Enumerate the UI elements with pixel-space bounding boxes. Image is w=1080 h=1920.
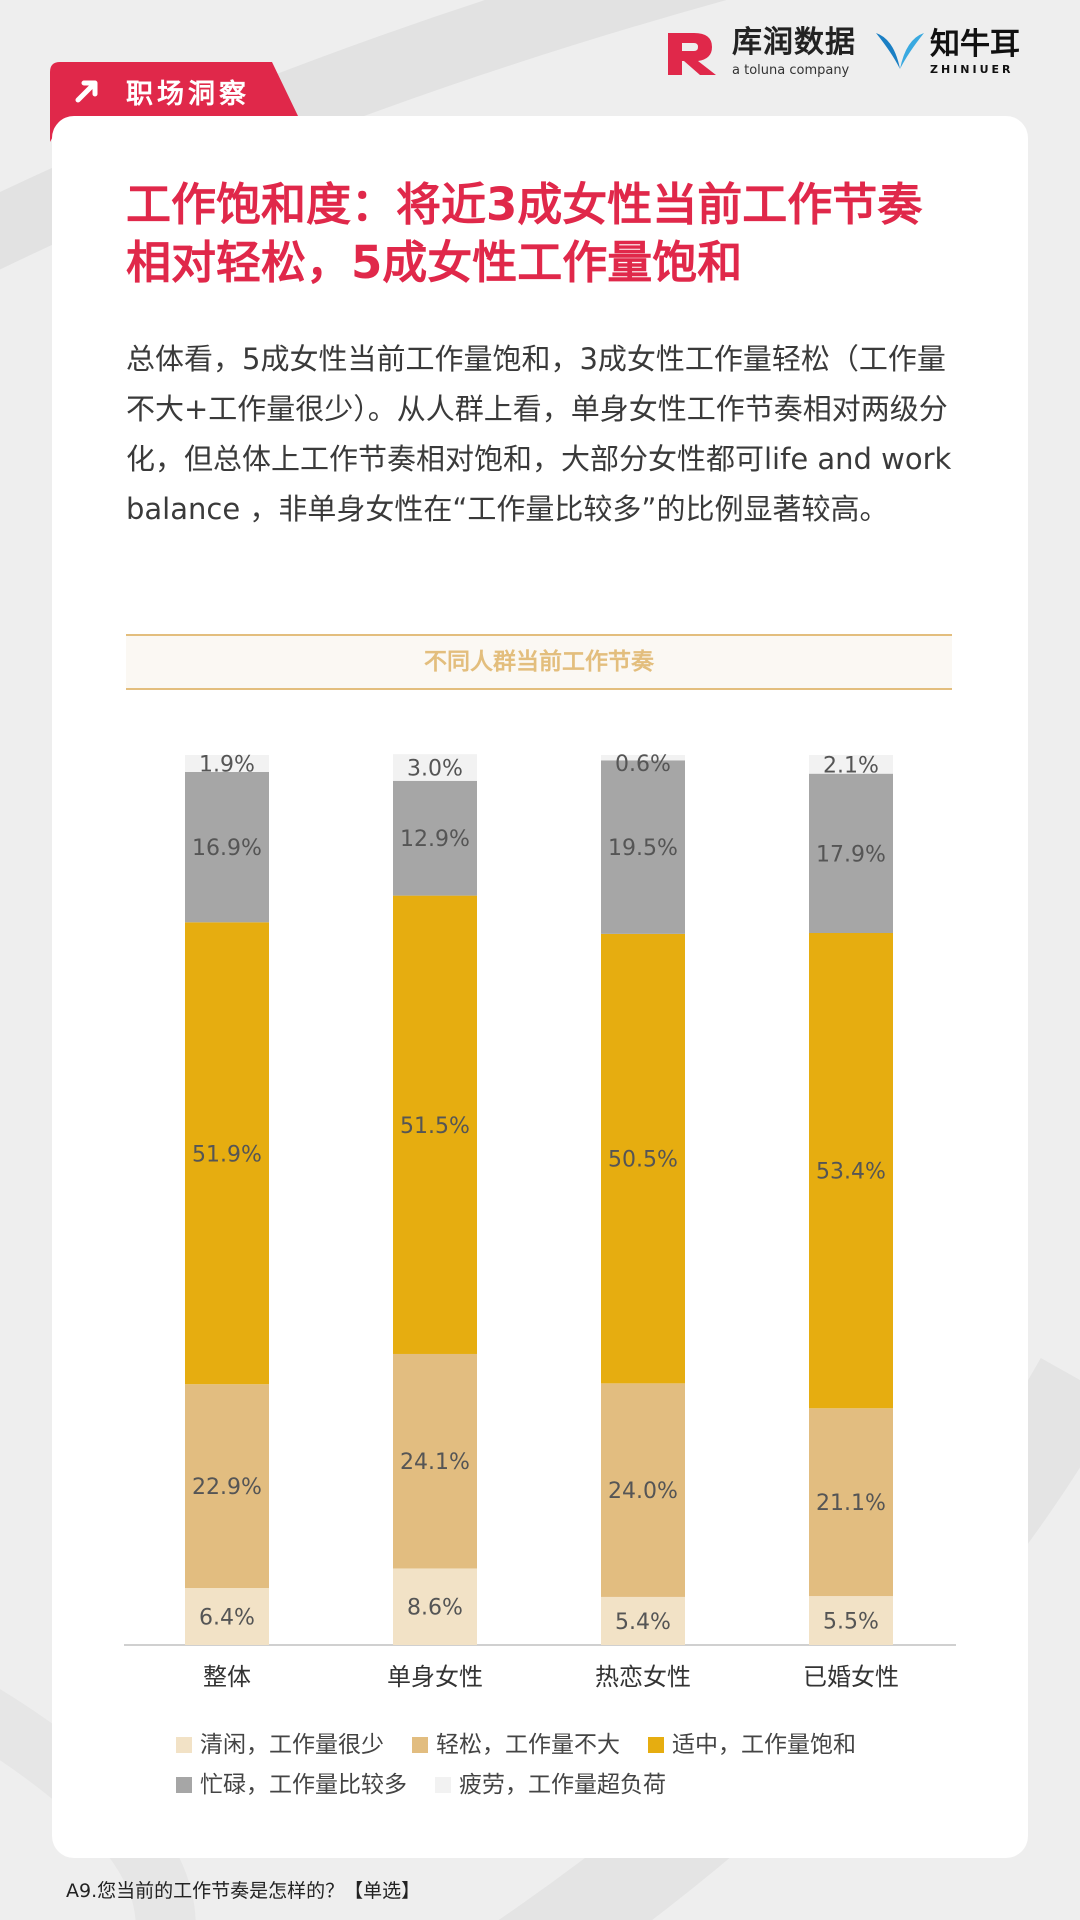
bar-segment-2-1 xyxy=(601,1383,685,1597)
data-label-0-0: 6.4% xyxy=(199,1606,255,1631)
legend-item-1: 轻松，工作量不大 xyxy=(412,1730,620,1760)
summary-paragraph: 总体看，5成女性当前工作量饱和，3成女性工作量轻松（工作量不大+工作量很少）。从… xyxy=(126,342,952,526)
data-label-2-1: 24.0% xyxy=(608,1479,678,1504)
bar-segment-1-2 xyxy=(393,895,477,1354)
data-label-3-3: 17.9% xyxy=(816,842,886,867)
bar-segment-3-4 xyxy=(809,755,893,774)
legend-swatch-0 xyxy=(176,1737,192,1753)
section-tag: 职场洞察 xyxy=(50,62,298,142)
kurun-r-icon xyxy=(668,32,716,75)
data-label-1-0: 8.6% xyxy=(407,1596,463,1621)
stacked-bar-chart: 6.4% 22.9% 51.9% 16.9% 1.9% 整体 8.6% 24.1% 51.5% 1… xyxy=(124,752,956,1691)
bar-segment-3-3 xyxy=(809,773,893,933)
data-label-2-2: 50.5% xyxy=(608,1148,678,1173)
bar-segment-2-0 xyxy=(601,1596,685,1645)
legend-row-1: 忙碌，工作量比较多 疲劳，工作量超负荷 xyxy=(176,1770,936,1800)
zhiniu-name: 知牛耳 xyxy=(930,27,1020,62)
legend-row-0: 清闲，工作量很少 轻松，工作量不大 适中，工作量饱和 xyxy=(176,1730,936,1760)
category-label-1: 单身女性 xyxy=(387,1663,483,1691)
legend-item-4: 疲劳，工作量超负荷 xyxy=(435,1770,666,1800)
legend-swatch-2 xyxy=(648,1737,664,1753)
data-label-3-2: 53.4% xyxy=(816,1160,886,1185)
data-label-1-3: 12.9% xyxy=(400,827,470,852)
legend-label-1: 轻松，工作量不大 xyxy=(436,1732,620,1758)
legend-item-0: 清闲，工作量很少 xyxy=(176,1730,384,1760)
data-label-0-3: 16.9% xyxy=(192,836,262,861)
bar-segment-1-4 xyxy=(393,754,477,781)
legend-item-2: 适中，工作量饱和 xyxy=(648,1730,856,1760)
chart-legend: 清闲，工作量很少 轻松，工作量不大 适中，工作量饱和忙碌，工作量比较多 疲劳，工作量超… xyxy=(176,1730,936,1810)
page-title: 工作饱和度：将近3成女性当前工作节奏相对轻松，5成女性工作量饱和 xyxy=(126,178,923,289)
bar-segment-3-2 xyxy=(809,933,893,1409)
bar-segment-1-3 xyxy=(393,780,477,896)
bar-segment-2-3 xyxy=(601,760,685,934)
data-label-2-4: 0.6% xyxy=(615,752,671,777)
bar-segment-2-2 xyxy=(601,933,685,1384)
tag-label: 职场洞察 xyxy=(126,79,250,110)
bar-segment-3-1 xyxy=(809,1408,893,1597)
bar-segment-1-0 xyxy=(393,1568,477,1645)
bar-segment-0-1 xyxy=(185,1384,269,1589)
tag-shape xyxy=(50,62,298,142)
zhiniu-tagline: ZHINIUER xyxy=(930,63,1014,76)
data-label-1-1: 24.1% xyxy=(400,1450,470,1475)
bar-segment-0-2 xyxy=(185,922,269,1385)
legend-swatch-4 xyxy=(435,1777,451,1793)
legend-label-4: 疲劳，工作量超负荷 xyxy=(459,1772,666,1798)
kurun-name: 库润数据 xyxy=(732,25,856,60)
data-label-0-2: 51.9% xyxy=(192,1142,262,1167)
bar-segment-0-0 xyxy=(185,1588,269,1645)
data-label-1-4: 3.0% xyxy=(407,756,463,781)
legend-label-2: 适中，工作量饱和 xyxy=(672,1732,856,1758)
category-label-2: 热恋女性 xyxy=(595,1663,691,1691)
bar-segment-0-4 xyxy=(185,755,269,772)
legend-item-3: 忙碌，工作量比较多 xyxy=(176,1770,407,1800)
kurun-tagline: a toluna company xyxy=(732,63,850,78)
category-label-3: 已婚女性 xyxy=(803,1663,899,1691)
data-label-3-4: 2.1% xyxy=(823,753,879,778)
legend-swatch-3 xyxy=(176,1777,192,1793)
legend-label-0: 清闲，工作量很少 xyxy=(200,1732,384,1758)
data-label-0-1: 22.9% xyxy=(192,1475,262,1500)
brand-logos: 库润数据 a toluna company 知牛耳 ZHINIUER xyxy=(664,28,1020,77)
question-footnote: A9.您当前的工作节奏是怎样的？【单选】 xyxy=(66,1880,421,1902)
legend-label-3: 忙碌，工作量比较多 xyxy=(200,1772,407,1798)
chart-title: 不同人群当前工作节奏 xyxy=(126,634,952,690)
bar-segment-1-1 xyxy=(393,1353,477,1569)
bar-segment-0-3 xyxy=(185,771,269,923)
bar-segment-3-0 xyxy=(809,1596,893,1645)
bar-segment-2-4 xyxy=(601,755,685,761)
data-label-1-2: 51.5% xyxy=(400,1114,470,1139)
data-label-3-0: 5.5% xyxy=(823,1610,879,1635)
data-label-0-4: 1.9% xyxy=(199,752,255,777)
zhiniu-logo: 知牛耳 ZHINIUER xyxy=(874,29,1020,77)
data-label-2-3: 19.5% xyxy=(608,836,678,861)
category-label-0: 整体 xyxy=(203,1663,251,1691)
data-label-2-0: 5.4% xyxy=(615,1610,671,1635)
data-label-3-1: 21.1% xyxy=(816,1491,886,1516)
kurun-logo: 库润数据 a toluna company xyxy=(664,28,856,77)
legend-swatch-1 xyxy=(412,1737,428,1753)
